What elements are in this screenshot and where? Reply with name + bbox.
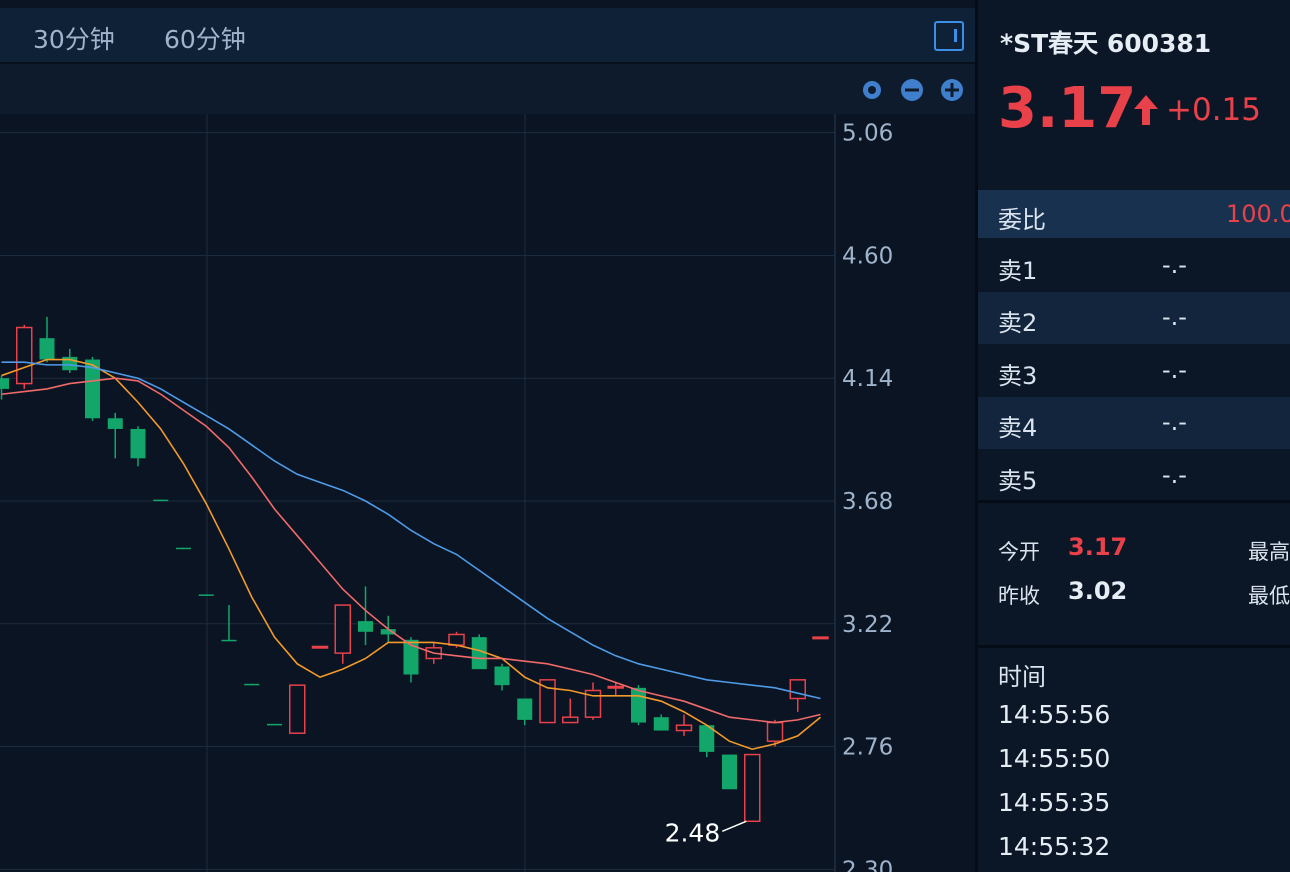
change: +0.15 bbox=[1166, 92, 1261, 128]
order-ratio-row: 委比 100.0 bbox=[978, 190, 1290, 238]
ask-price: -.- bbox=[1162, 355, 1187, 384]
toolbar bbox=[0, 64, 975, 114]
tab[interactable]: 30分钟 bbox=[33, 25, 115, 54]
ma-line bbox=[1, 377, 821, 724]
candle-body bbox=[653, 717, 669, 731]
trade-time: 14:55:32 bbox=[998, 832, 1111, 861]
candle-body bbox=[539, 679, 556, 724]
ask-price: -.- bbox=[1162, 303, 1187, 332]
label: 今开 bbox=[998, 540, 1040, 564]
candle-body bbox=[517, 698, 533, 720]
kline-chart: 5.06 4.60 4.14 3.68 3.22 2.76 2.30 2.48 bbox=[0, 114, 893, 872]
candle-body bbox=[198, 594, 214, 596]
candle-body bbox=[494, 666, 510, 686]
candle-body bbox=[584, 689, 602, 718]
candle-body bbox=[334, 604, 351, 654]
candle-body bbox=[358, 621, 373, 632]
ask-label: 卖5 bbox=[998, 466, 1038, 495]
candle-body bbox=[267, 723, 282, 726]
candle-body bbox=[631, 687, 646, 723]
prev-close: 3.02 bbox=[1068, 577, 1128, 605]
icon-bar bbox=[954, 29, 957, 42]
low-pointer bbox=[721, 820, 747, 832]
candle-body bbox=[562, 716, 579, 724]
ask-label: 卖2 bbox=[998, 309, 1038, 338]
candle-body bbox=[153, 499, 169, 502]
plus-v bbox=[950, 83, 954, 97]
y-tick-label: 3.22 bbox=[842, 612, 893, 638]
settings-hole bbox=[868, 86, 876, 94]
label: 最低 bbox=[1248, 584, 1290, 608]
candle-body bbox=[471, 637, 487, 670]
candle-body bbox=[0, 378, 9, 389]
ask-row: 卖3 -.- bbox=[978, 344, 1290, 397]
candle-body bbox=[16, 326, 33, 385]
candle-body bbox=[699, 725, 715, 752]
divider bbox=[975, 0, 978, 872]
candle-body bbox=[766, 721, 784, 742]
ask-label: 卖4 bbox=[998, 414, 1038, 443]
ask-price: -.- bbox=[1162, 408, 1187, 437]
minus bbox=[905, 88, 919, 92]
label: 委比 bbox=[998, 206, 1046, 234]
trade-time: 14:55:35 bbox=[998, 788, 1111, 817]
ask-row: 卖1 -.- bbox=[978, 240, 1290, 292]
y-tick-label: 4.60 bbox=[842, 243, 893, 269]
ask-label: 卖3 bbox=[998, 361, 1038, 390]
candle-body bbox=[311, 645, 329, 649]
ask-price: -.- bbox=[1162, 460, 1187, 489]
candle-body bbox=[244, 683, 260, 686]
ma-line bbox=[1, 358, 822, 751]
toolbar-icons bbox=[863, 79, 963, 101]
candle-body bbox=[675, 724, 693, 732]
separator bbox=[978, 500, 1290, 503]
y-tick-label: 4.14 bbox=[842, 366, 893, 392]
ask-row: 卖2 -.- bbox=[978, 292, 1290, 345]
candle-body bbox=[39, 338, 55, 360]
low-label: 2.48 bbox=[665, 818, 721, 847]
ma-line bbox=[1, 361, 821, 700]
separator bbox=[978, 645, 1290, 648]
candle-body bbox=[85, 359, 100, 419]
y-tick-label: 3.68 bbox=[842, 489, 893, 515]
trade-time: 14:55:56 bbox=[998, 700, 1111, 729]
ask-row: 卖4 -.- bbox=[978, 397, 1290, 450]
candle-body bbox=[380, 629, 396, 635]
candle-body bbox=[789, 679, 806, 700]
candle-body bbox=[722, 754, 737, 790]
quote-panel: *ST春天 600381 3.17 +0.15 委比 100.0 卖1 -.- 卖2… bbox=[978, 0, 1290, 872]
layout-toggle[interactable] bbox=[934, 21, 964, 51]
trade-time: 14:55:50 bbox=[998, 744, 1111, 773]
candle-body bbox=[289, 684, 306, 734]
order-ratio: 100.0 bbox=[1226, 200, 1290, 228]
up-arrow bbox=[1134, 95, 1158, 125]
stock-name: *ST春天 600381 bbox=[1000, 29, 1212, 58]
ask-row: 卖5 -.- bbox=[978, 449, 1290, 502]
y-tick-label: 2.30 bbox=[842, 857, 893, 872]
tab[interactable]: 60分钟 bbox=[164, 25, 246, 54]
candle-body bbox=[812, 636, 829, 640]
ask-price: -.- bbox=[1162, 251, 1187, 279]
candle-body bbox=[607, 685, 624, 689]
candle-body bbox=[130, 428, 146, 459]
trades-header: 时间 bbox=[998, 663, 1046, 691]
candle-body bbox=[403, 639, 419, 675]
ask-label: 卖1 bbox=[998, 257, 1038, 285]
y-tick-label: 2.76 bbox=[842, 735, 893, 761]
candle-body bbox=[107, 418, 123, 429]
label: 最高 bbox=[1248, 540, 1290, 564]
label: 昨收 bbox=[998, 584, 1040, 608]
candle-body bbox=[221, 639, 237, 642]
tab-bar: 30分钟 60分钟 bbox=[0, 8, 975, 64]
arrow bbox=[1134, 95, 1158, 125]
y-tick-label: 5.06 bbox=[842, 121, 893, 147]
candle-body bbox=[448, 633, 465, 646]
open: 3.17 bbox=[1068, 533, 1128, 561]
price: 3.17 bbox=[998, 76, 1137, 141]
candle-body bbox=[176, 547, 191, 550]
candle-body bbox=[744, 753, 761, 823]
